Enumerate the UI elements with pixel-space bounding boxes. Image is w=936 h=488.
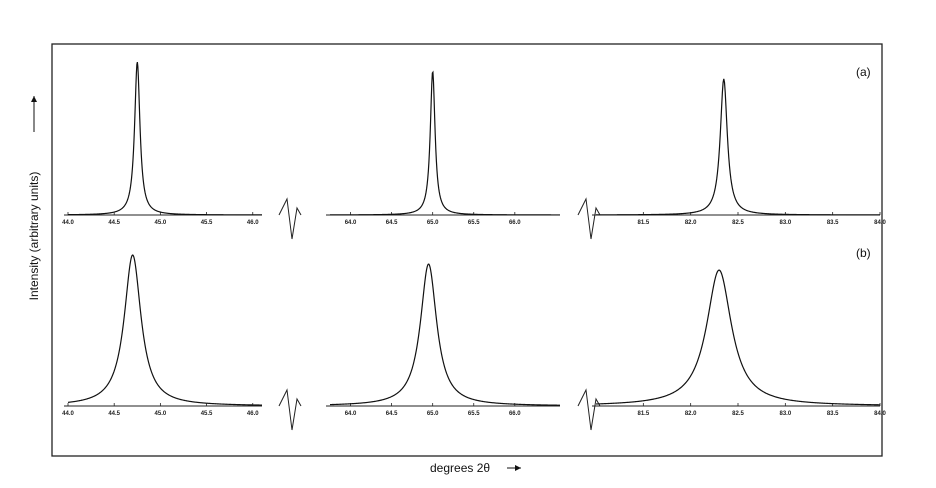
x-tick-label: 44.5 <box>108 411 120 417</box>
x-tick-label: 83.5 <box>827 411 839 417</box>
x-tick-label: 66.0 <box>509 220 521 226</box>
x-tick-label: 66.0 <box>509 411 521 417</box>
x-tick-label: 82.5 <box>732 411 744 417</box>
axis-break-symbol <box>278 388 302 431</box>
axis-break-symbol <box>278 197 302 240</box>
x-tick-label: 64.5 <box>386 411 398 417</box>
x-tick-label: 64.0 <box>345 411 357 417</box>
x-tick-label: 46.0 <box>247 411 259 417</box>
x-tick-label: 65.5 <box>468 220 480 226</box>
x-axis-arrow-head <box>515 465 521 471</box>
diffraction-peak <box>329 263 561 406</box>
panel-label-a: (a) <box>856 65 871 79</box>
x-tick-label: 65.0 <box>427 411 439 417</box>
x-tick-label: 64.0 <box>345 220 357 226</box>
panel-label-b: (b) <box>856 246 871 260</box>
x-tick-label: 65.5 <box>468 411 480 417</box>
x-axis-title: degrees 2θ <box>430 461 490 475</box>
x-axis-title-group: degrees 2θ <box>430 461 521 475</box>
x-tick-label: 45.0 <box>155 220 167 226</box>
x-tick-label: 81.5 <box>637 220 649 226</box>
x-tick-label: 84.0 <box>874 411 886 417</box>
x-tick-label: 44.0 <box>62 220 74 226</box>
x-tick-label: 45.5 <box>201 220 213 226</box>
x-tick-label: 81.5 <box>637 411 649 417</box>
x-tick-label: 82.0 <box>685 220 697 226</box>
diffraction-peak <box>67 61 262 216</box>
x-tick-label: 83.0 <box>779 411 791 417</box>
y-axis-arrow-head <box>31 96 37 102</box>
x-tick-label: 45.5 <box>201 411 213 417</box>
y-axis-title-group: Intensity (arbitrary units) <box>27 96 41 300</box>
panel-b: 44.0 44.5 45.0 45.5 46.0 64.0 64.5 65.0 65.5 66.0… <box>62 254 886 431</box>
x-tick-label: 83.5 <box>827 220 839 226</box>
diffraction-peak <box>595 269 881 406</box>
plot-frame <box>51 43 883 457</box>
panel-a: 44.0 44.5 45.0 45.5 46.0 64.0 64.5 65.0 65.5 66.0… <box>62 61 886 240</box>
y-axis-title: Intensity (arbitrary units) <box>27 172 41 301</box>
x-tick-label: 82.5 <box>732 220 744 226</box>
x-tick-label: 45.0 <box>155 411 167 417</box>
axis-break-symbol <box>577 197 601 240</box>
x-tick-label: 82.0 <box>685 411 697 417</box>
x-tick-label: 84.0 <box>874 220 886 226</box>
x-tick-label: 44.5 <box>108 220 120 226</box>
axis-break-symbol <box>577 388 601 431</box>
x-tick-label: 44.0 <box>62 411 74 417</box>
x-tick-label: 65.0 <box>427 220 439 226</box>
x-tick-label: 46.0 <box>247 220 259 226</box>
x-tick-label: 64.5 <box>386 220 398 226</box>
diffraction-peak <box>67 254 262 406</box>
diffraction-peak <box>330 70 560 216</box>
x-tick-label: 83.0 <box>779 220 791 226</box>
diffraction-peak <box>596 78 880 216</box>
